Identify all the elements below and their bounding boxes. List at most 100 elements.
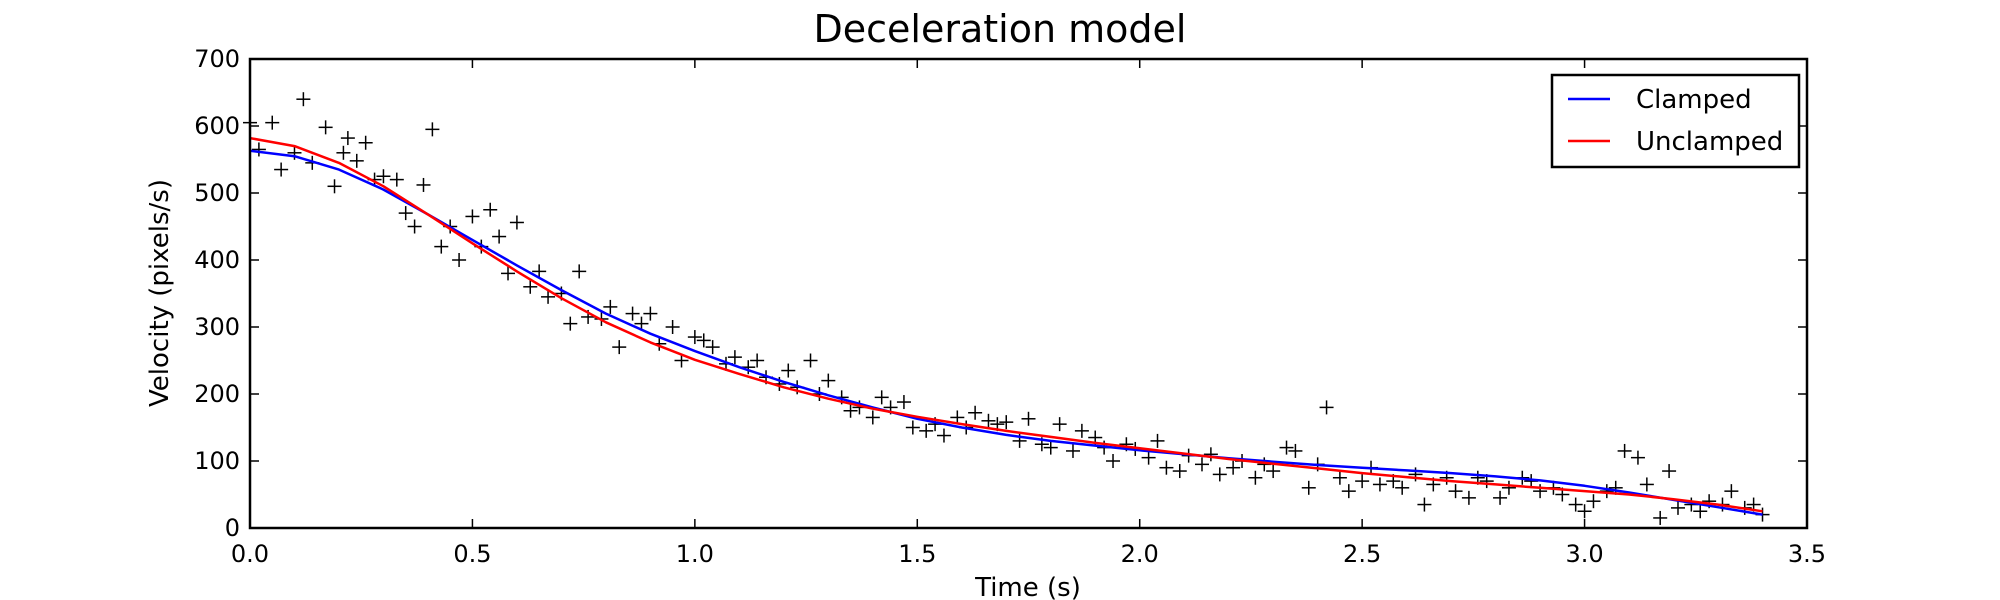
- measurement-point: [1212, 467, 1227, 482]
- measurement-point: [1279, 440, 1294, 455]
- y-tick-label: 300: [194, 313, 240, 341]
- measurement-point: [509, 215, 524, 230]
- measurement-point: [1043, 440, 1058, 455]
- measurement-point: [1106, 454, 1121, 468]
- measurement-point: [896, 395, 911, 410]
- measurement-point: [1194, 457, 1209, 472]
- measurement-point: [643, 306, 658, 321]
- measurement-point: [1159, 460, 1174, 475]
- y-tick-label: 100: [194, 447, 240, 475]
- measurement-point: [1662, 464, 1677, 479]
- measurement-point: [1693, 504, 1708, 519]
- legend: Clamped Unclamped: [1550, 73, 1801, 169]
- measurement-point: [1533, 484, 1548, 499]
- measurement-point: [1288, 443, 1303, 458]
- measurement-point: [1150, 433, 1165, 448]
- measurement-point: [1653, 510, 1668, 525]
- measurement-point: [389, 172, 404, 187]
- measurement-point: [327, 179, 342, 194]
- measurement-point: [1319, 400, 1334, 415]
- x-tick-label: 0.0: [231, 540, 269, 568]
- measurement-point: [1617, 443, 1632, 458]
- measurement-point: [1065, 443, 1080, 458]
- measurement-point: [981, 413, 996, 428]
- measurement-point: [919, 423, 934, 438]
- measurement-point: [1630, 450, 1645, 465]
- measurement-point: [1448, 484, 1463, 499]
- x-tick-label: 1.5: [898, 540, 936, 568]
- legend-label: Clamped: [1636, 85, 1752, 115]
- y-tick-label: 700: [194, 45, 240, 73]
- x-axis: 0.0 0.5 1.0 1.5 2.0 2.5 3.0 3.5: [231, 59, 1826, 568]
- measurement-point: [1501, 480, 1516, 495]
- measurement-point: [251, 142, 266, 157]
- measurement-point: [936, 428, 951, 443]
- measurement-point: [416, 177, 431, 192]
- measurement-point: [874, 390, 889, 405]
- series-line-unclamped: [249, 136, 1763, 513]
- y-axis: 0 100 200 300 400 500 600 700: [194, 45, 1807, 542]
- measurement-point: [1395, 480, 1410, 495]
- measurement-point: [665, 320, 680, 334]
- y-tick-label: 600: [194, 112, 240, 140]
- measurement-point: [452, 253, 467, 267]
- measurement-point: [1172, 464, 1187, 479]
- measurement-point: [1639, 477, 1654, 492]
- measurement-point: [843, 403, 858, 418]
- measurement-point: [541, 289, 556, 304]
- measurement-point: [340, 131, 355, 146]
- measurement-point: [434, 239, 449, 254]
- x-tick-label: 2.5: [1343, 540, 1381, 568]
- measurement-point: [741, 360, 756, 375]
- measurement-point: [968, 405, 983, 420]
- measurement-point: [532, 264, 547, 279]
- measurement-point: [781, 363, 796, 378]
- measurement-point: [625, 306, 640, 321]
- y-tick-label: 200: [194, 380, 240, 408]
- measurement-point: [1021, 411, 1036, 426]
- measurement-point: [425, 122, 440, 137]
- legend-box: [1550, 73, 1801, 169]
- measurement-point: [296, 92, 311, 107]
- chart-title: Deceleration model: [814, 7, 1187, 51]
- measurement-point: [696, 333, 711, 348]
- measurement-point: [1332, 470, 1347, 485]
- measurement-point: [1301, 480, 1316, 495]
- measurement-point: [376, 169, 391, 184]
- measurement-point: [1568, 497, 1583, 512]
- measurement-point: [1141, 450, 1156, 465]
- measurement-point: [398, 206, 413, 221]
- measurement-point: [358, 135, 373, 150]
- measurement-point: [349, 153, 364, 168]
- y-axis-title: Velocity (pixels/s): [145, 179, 175, 407]
- measurement-point: [727, 350, 742, 365]
- measurement-point: [523, 279, 538, 294]
- measurement-point: [821, 373, 836, 388]
- measurement-point: [1493, 490, 1508, 505]
- measurement-point: [1372, 477, 1387, 492]
- legend-label: Unclamped: [1636, 127, 1783, 157]
- y-tick-label: 400: [194, 246, 240, 274]
- x-tick-label: 0.5: [453, 540, 491, 568]
- measurement-point: [483, 202, 498, 217]
- y-tick-label: 500: [194, 179, 240, 207]
- measurement-point: [265, 115, 280, 130]
- measurement-point: [1248, 470, 1263, 485]
- measurement-point: [603, 299, 618, 314]
- measurement-point: [705, 340, 720, 355]
- measurement-point: [905, 420, 920, 435]
- plot-area: [243, 92, 1770, 525]
- measurement-point: [750, 353, 765, 368]
- measurement-point: [465, 209, 480, 224]
- measurement-point: [612, 340, 627, 355]
- measurement-point: [687, 330, 702, 345]
- measurement-point: [501, 266, 516, 281]
- x-tick-label: 1.0: [676, 540, 714, 568]
- measurement-point: [1226, 460, 1241, 475]
- measurement-point: [274, 162, 289, 177]
- measurement-point: [563, 316, 578, 331]
- measurement-point: [1461, 490, 1476, 505]
- measurement-point: [492, 229, 507, 244]
- measurement-point: [865, 410, 880, 425]
